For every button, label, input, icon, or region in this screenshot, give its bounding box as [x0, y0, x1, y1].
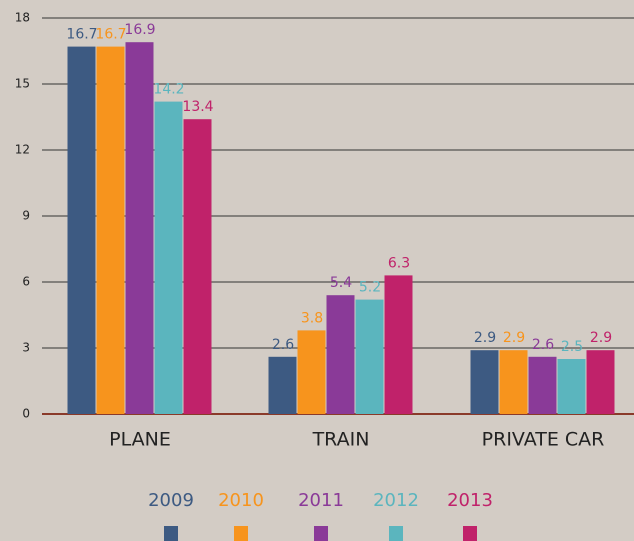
- bar: [384, 275, 413, 414]
- value-label: 2.6: [272, 337, 294, 353]
- bar: [183, 119, 212, 414]
- y-tick-label: 15: [15, 77, 30, 91]
- y-tick-label: 0: [22, 407, 30, 421]
- y-tick-label: 3: [22, 341, 30, 355]
- bar: [96, 46, 125, 414]
- x-tick-label: TRAIN: [312, 429, 370, 451]
- value-label: 2.9: [590, 330, 612, 346]
- value-label: 14.2: [153, 82, 184, 98]
- legend-label: 2011: [298, 490, 344, 511]
- legend-swatch: [389, 526, 403, 541]
- value-label: 5.2: [359, 280, 381, 296]
- value-label: 16.7: [95, 27, 126, 43]
- bar: [326, 295, 355, 414]
- bar: [355, 299, 384, 414]
- bar: [470, 350, 499, 414]
- value-label: 16.7: [66, 27, 97, 43]
- legend-label: 2012: [373, 490, 419, 511]
- bar: [125, 42, 154, 414]
- x-tick-label: PLANE: [109, 429, 171, 451]
- legend-swatch: [164, 526, 178, 541]
- value-label: 16.9: [124, 22, 155, 38]
- value-label: 2.6: [532, 337, 554, 353]
- y-tick-label: 9: [22, 209, 30, 223]
- value-label: 2.9: [474, 330, 496, 346]
- legend-label: 2010: [218, 490, 264, 511]
- value-label: 2.9: [503, 330, 525, 346]
- x-tick-label: PRIVATE CAR: [482, 429, 605, 451]
- value-label: 3.8: [301, 310, 323, 326]
- legend-swatch: [463, 526, 477, 541]
- bar: [297, 330, 326, 414]
- legend-label: 2013: [447, 490, 493, 511]
- y-tick-label: 18: [15, 11, 30, 25]
- bar: [557, 359, 586, 414]
- bar: [154, 101, 183, 414]
- y-tick-label: 12: [15, 143, 30, 157]
- bar: [67, 46, 96, 414]
- value-label: 5.4: [330, 275, 352, 291]
- bar: [528, 356, 557, 414]
- value-label: 2.5: [561, 339, 583, 355]
- value-label: 13.4: [182, 99, 213, 115]
- legend-swatch: [314, 526, 328, 541]
- y-tick-label: 6: [22, 275, 30, 289]
- legend-label: 2009: [148, 490, 194, 511]
- value-label: 6.3: [388, 255, 410, 271]
- bar: [586, 350, 615, 414]
- bar: [499, 350, 528, 414]
- legend-swatch: [234, 526, 248, 541]
- bar: [268, 356, 297, 414]
